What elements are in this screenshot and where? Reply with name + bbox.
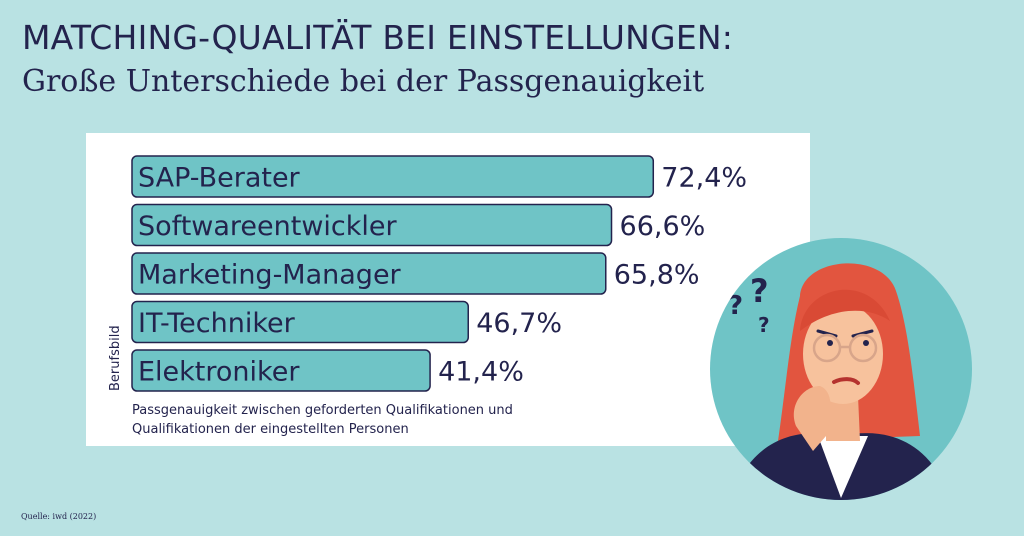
y-axis-label: Berufsbild — [108, 325, 123, 391]
source-note: Quelle: iwd (2022) — [21, 512, 97, 521]
bar-value-label: 65,8% — [614, 260, 700, 291]
bar-sap-berater — [131, 155, 655, 198]
bar-softwareentwickler — [131, 203, 613, 247]
bar-value-label: 72,4% — [661, 163, 747, 194]
svg-text:?: ? — [750, 272, 769, 310]
bar-category-label: Softwareentwickler — [138, 211, 398, 242]
bar-value-label: 41,4% — [438, 357, 524, 388]
page-subtitle: Große Unterschiede bei der Passgenauigke… — [22, 64, 705, 99]
svg-text:?: ? — [728, 291, 743, 321]
svg-text:?: ? — [758, 313, 770, 337]
bars-group: SAP-Berater 72,4% Softwareentwickler 66,6% M… — [131, 155, 747, 392]
bar-category-label: Elektroniker — [138, 357, 300, 388]
bar-marketing-manager — [131, 252, 607, 295]
page-title: MATCHING-QUALITÄT BEI EINSTELLUNGEN: — [22, 18, 734, 57]
thinking-woman-icon: ? ? ? — [710, 238, 972, 500]
bar-value-label: 46,7% — [476, 308, 562, 339]
bar-category-label: IT-Techniker — [138, 308, 296, 339]
bar-chart: Berufsbild SAP-Berater 72,4% Softwareentwi… — [108, 155, 747, 392]
bar-category-label: Marketing-Manager — [138, 260, 402, 291]
bar-elektroniker — [131, 349, 431, 392]
bar-category-label: SAP-Berater — [138, 163, 301, 194]
chart-panel: Berufsbild SAP-Berater 72,4% Softwareentwi… — [86, 133, 810, 446]
chart-caption: Passgenauigkeit zwischen geforderten Qua… — [132, 403, 513, 437]
bar-it-techniker — [131, 300, 469, 344]
bar-value-label: 66,6% — [620, 211, 706, 242]
